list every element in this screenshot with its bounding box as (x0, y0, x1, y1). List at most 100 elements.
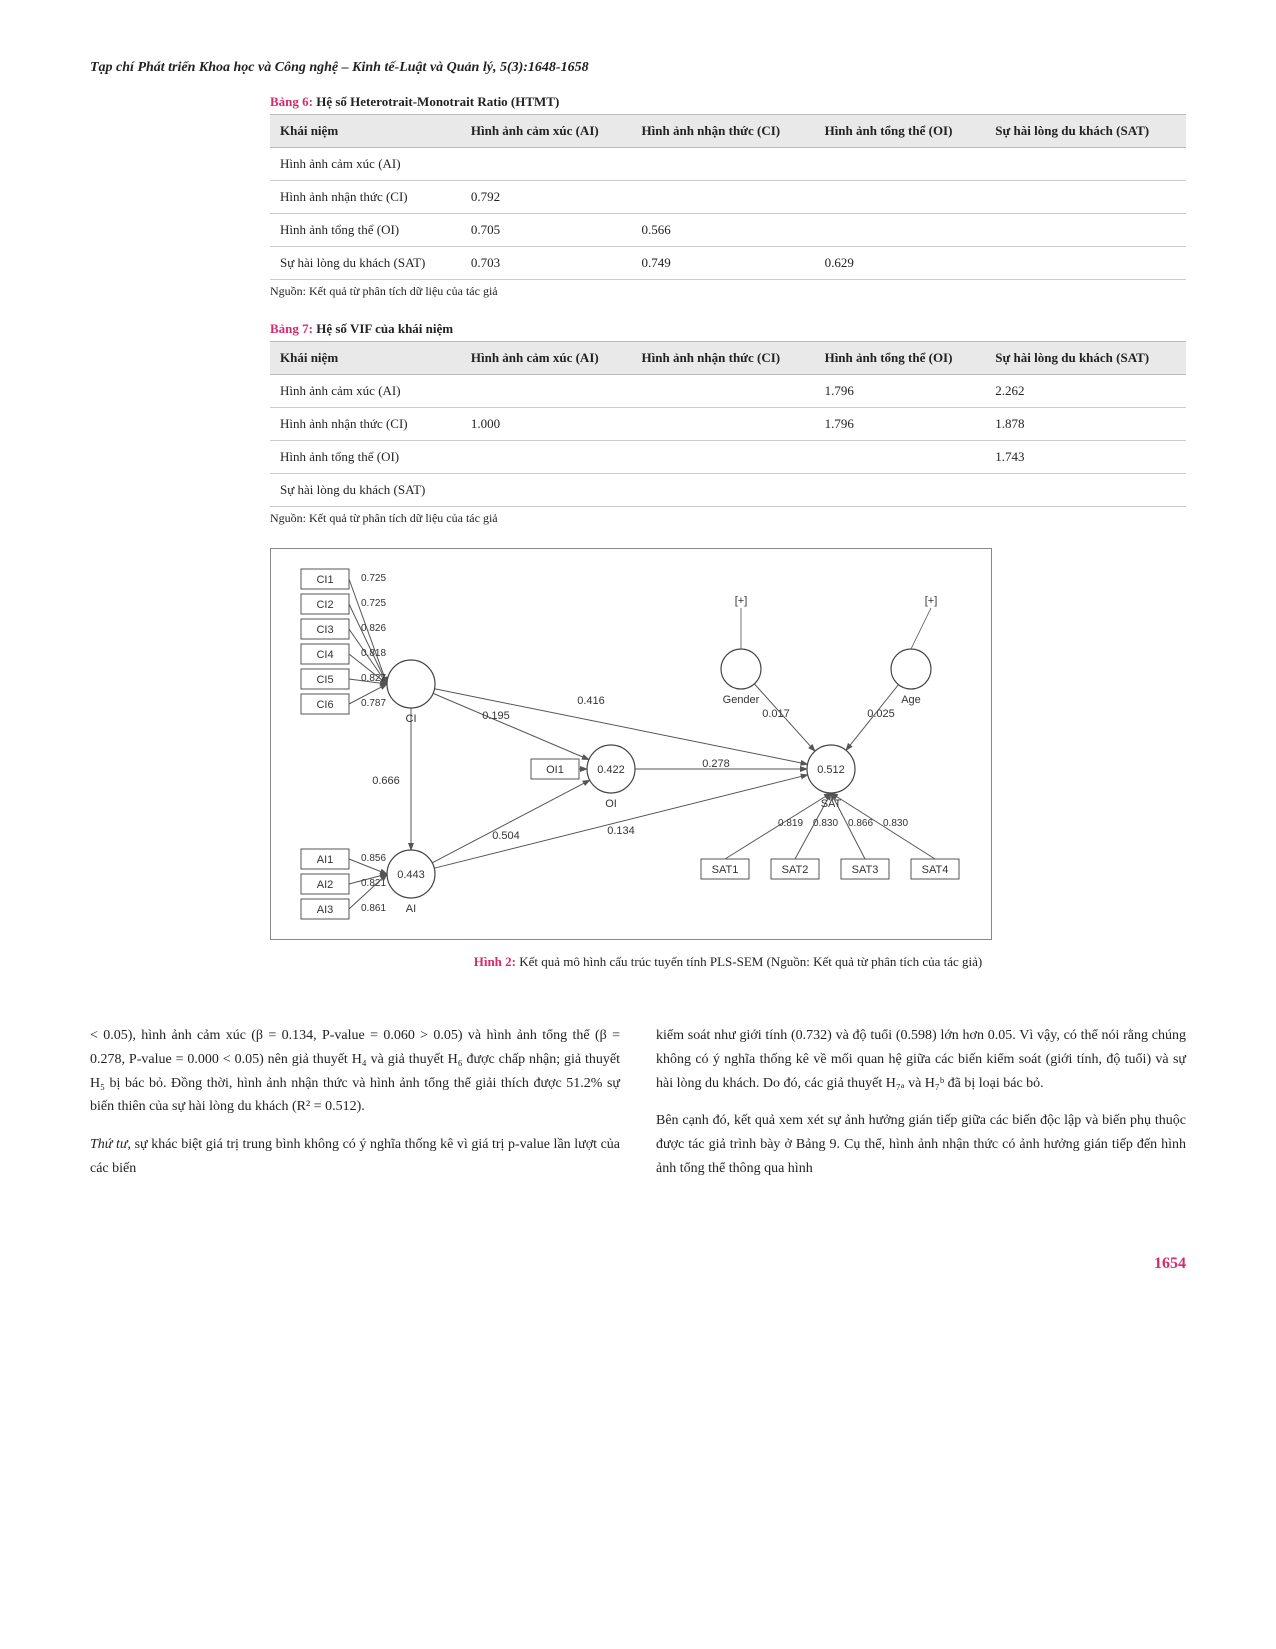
table-cell: 0.566 (632, 214, 815, 247)
table-cell (461, 474, 632, 507)
svg-text:CI2: CI2 (316, 599, 333, 611)
svg-text:AI2: AI2 (317, 879, 334, 891)
col1-p2-prefix: Thứ tư (90, 1137, 128, 1152)
table-cell (985, 214, 1186, 247)
svg-text:0.512: 0.512 (817, 764, 845, 776)
table7-label: Bảng 7: (270, 321, 313, 336)
table-cell (985, 247, 1186, 280)
svg-text:0.856: 0.856 (361, 853, 386, 864)
table-header-cell: Khái niệm (270, 115, 461, 148)
table-row: Hình ảnh nhận thức (CI)1.0001.7961.878 (270, 408, 1186, 441)
svg-text:Gender: Gender (723, 694, 760, 706)
svg-text:0.818: 0.818 (361, 648, 386, 659)
table-header-cell: Hình ảnh cảm xúc (AI) (461, 115, 632, 148)
svg-text:0.725: 0.725 (361, 573, 386, 584)
svg-text:CI: CI (406, 713, 417, 725)
table-header-cell: Hình ảnh nhận thức (CI) (632, 115, 815, 148)
table-row: Hình ảnh nhận thức (CI)0.792 (270, 181, 1186, 214)
svg-text:0.443: 0.443 (397, 869, 425, 881)
svg-text:CI3: CI3 (316, 624, 333, 636)
svg-text:[+]: [+] (735, 595, 748, 607)
svg-text:CI4: CI4 (316, 649, 333, 661)
table-cell (461, 148, 632, 181)
table-row: Sự hài lòng du khách (SAT)0.7030.7490.62… (270, 247, 1186, 280)
table7-source: Nguồn: Kết quả từ phân tích dữ liệu của … (270, 511, 1186, 526)
svg-text:AI: AI (406, 903, 416, 915)
table-header-cell: Khái niệm (270, 342, 461, 375)
svg-text:0.134: 0.134 (607, 825, 635, 837)
svg-text:0.821: 0.821 (361, 878, 386, 889)
table-header-cell: Hình ảnh tổng thể (OI) (815, 342, 986, 375)
table-cell (461, 441, 632, 474)
figure2-title: Kết quả mô hình cấu trúc tuyến tính PLS-… (519, 954, 982, 969)
table-header-cell: Hình ảnh nhận thức (CI) (632, 342, 815, 375)
table-cell (815, 441, 986, 474)
svg-text:0.017: 0.017 (762, 708, 790, 720)
svg-text:0.866: 0.866 (848, 818, 873, 829)
table-cell: 0.705 (461, 214, 632, 247)
col2-para1: kiểm soát như giới tính (0.732) và độ tu… (656, 1024, 1186, 1095)
svg-text:0.195: 0.195 (482, 710, 510, 722)
svg-text:0.025: 0.025 (867, 708, 895, 720)
table-cell (632, 181, 815, 214)
page-number: 1654 (90, 1255, 1186, 1273)
table-row: Hình ảnh cảm xúc (AI)1.7962.262 (270, 375, 1186, 408)
table-cell: Hình ảnh nhận thức (CI) (270, 181, 461, 214)
svg-text:SAT2: SAT2 (782, 864, 809, 876)
svg-text:0.830: 0.830 (883, 818, 908, 829)
table-cell (985, 148, 1186, 181)
svg-text:0.422: 0.422 (597, 764, 625, 776)
table7-caption: Bảng 7: Hệ số VIF của khái niệm (270, 321, 1186, 337)
svg-text:0.787: 0.787 (361, 698, 386, 709)
svg-text:SAT: SAT (821, 798, 842, 810)
table-cell (985, 181, 1186, 214)
table-row: Sự hài lòng du khách (SAT) (270, 474, 1186, 507)
table-cell (815, 148, 986, 181)
journal-header: Tạp chí Phát triển Khoa học và Công nghệ… (90, 60, 1186, 76)
table-cell: Hình ảnh tổng thể (OI) (270, 441, 461, 474)
figure2-wrap: 0.666 0.195 0.504 0.416 0.134 0.278 0.017 0.025… (270, 548, 1186, 940)
svg-text:0.827: 0.827 (361, 673, 386, 684)
svg-text:0.504: 0.504 (492, 830, 520, 842)
svg-text:0.861: 0.861 (361, 903, 386, 914)
table-cell: 0.792 (461, 181, 632, 214)
table-row: Hình ảnh tổng thể (OI)0.7050.566 (270, 214, 1186, 247)
table-header-cell: Hình ảnh tổng thể (OI) (815, 115, 986, 148)
table-cell: Hình ảnh tổng thể (OI) (270, 214, 461, 247)
table-cell (815, 214, 986, 247)
body-col-right: kiểm soát như giới tính (0.732) và độ tu… (656, 1010, 1186, 1195)
svg-text:0.278: 0.278 (702, 758, 730, 770)
table-cell (461, 375, 632, 408)
col1-p2-rest: , sự khác biệt giá trị trung bình không … (90, 1137, 620, 1176)
col1-para1: < 0.05), hình ảnh cảm xúc (β = 0.134, P-… (90, 1024, 620, 1119)
table-cell: Sự hài lòng du khách (SAT) (270, 474, 461, 507)
svg-text:0.725: 0.725 (361, 598, 386, 609)
table-cell (985, 474, 1186, 507)
svg-text:OI: OI (605, 798, 617, 810)
svg-text:0.666: 0.666 (372, 775, 400, 787)
table-cell: Hình ảnh cảm xúc (AI) (270, 375, 461, 408)
body-col-left: < 0.05), hình ảnh cảm xúc (β = 0.134, P-… (90, 1010, 620, 1195)
table-row: Hình ảnh tổng thể (OI) 1.743 (270, 441, 1186, 474)
table-cell (632, 441, 815, 474)
table-row: Hình ảnh cảm xúc (AI) (270, 148, 1186, 181)
svg-text:SAT1: SAT1 (712, 864, 739, 876)
table-cell: 1.743 (985, 441, 1186, 474)
table6-caption: Bảng 6: Hệ số Heterotrait-Monotrait Rati… (270, 94, 1186, 110)
svg-text:CI5: CI5 (316, 674, 333, 686)
table-cell (632, 474, 815, 507)
figure2-caption: Hình 2: Kết quả mô hình cấu trúc tuyến t… (270, 954, 1186, 970)
table-cell: 0.749 (632, 247, 815, 280)
svg-text:OI1: OI1 (546, 764, 564, 776)
svg-text:AI3: AI3 (317, 904, 334, 916)
table-cell: 1.796 (815, 408, 986, 441)
table-cell (632, 148, 815, 181)
table-cell (632, 375, 815, 408)
svg-text:CI1: CI1 (316, 574, 333, 586)
table-cell: 0.703 (461, 247, 632, 280)
table-cell (632, 408, 815, 441)
table-cell: Hình ảnh nhận thức (CI) (270, 408, 461, 441)
svg-text:Age: Age (901, 694, 921, 706)
svg-text:0.416: 0.416 (577, 695, 605, 707)
table-cell: 1.878 (985, 408, 1186, 441)
